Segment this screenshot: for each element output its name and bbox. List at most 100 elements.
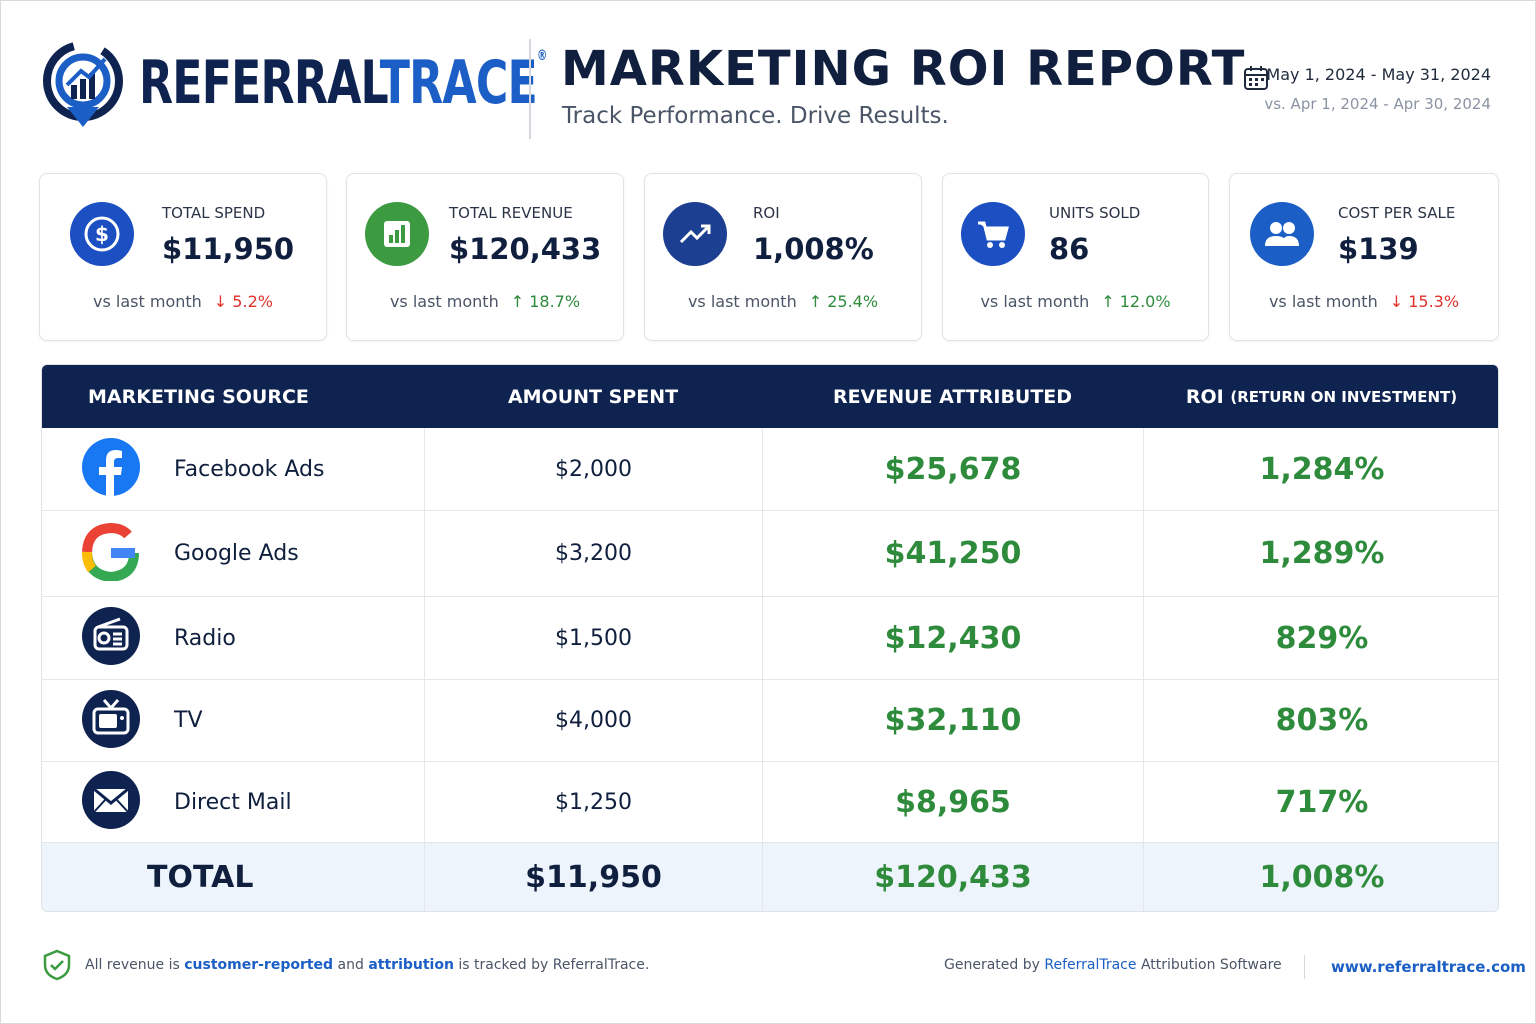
kpi-label: TOTAL SPEND [162, 204, 266, 222]
kpi-value: 1,008% [753, 232, 874, 266]
kpi-change: 12.0% [1119, 292, 1171, 311]
comparison-text: vs last month [687, 292, 797, 311]
kpi-change: 25.4% [827, 292, 879, 311]
kpi-label: TOTAL REVENUE [449, 204, 573, 222]
kpi-value: 86 [1049, 232, 1090, 266]
divider [529, 39, 531, 139]
kpi-comparison: vs last month ↓ 5.2% [40, 292, 326, 311]
source-cell: TV [174, 708, 203, 733]
revenue-cell: $32,110 [762, 680, 1143, 761]
kpi-comparison: vs last month ↑ 25.4% [645, 292, 921, 311]
logo: REFERRALTRACE® [39, 37, 636, 129]
kpi-card: ROI 1,008% vs last month ↑ 25.4% [644, 173, 922, 341]
change-arrow: ↑ [510, 292, 525, 311]
kpi-label: ROI [753, 204, 780, 222]
svg-text:$: $ [95, 222, 109, 246]
table-header: MARKETING SOURCE AMOUNT SPENT REVENUE AT… [42, 365, 1498, 428]
roi-cell: 1,008% [1143, 843, 1498, 911]
revenue-cell: $25,678 [762, 428, 1143, 510]
source-cell: TOTAL [147, 860, 254, 895]
column-header: ROI (RETURN ON INVESTMENT) [1143, 365, 1498, 428]
source-icon [82, 771, 140, 833]
roi-cell: 803% [1143, 680, 1498, 761]
kpi-value: $120,433 [449, 232, 602, 266]
kpi-icon [961, 202, 1025, 266]
column-header: AMOUNT SPENT [507, 385, 679, 408]
kpi-change: 5.2% [232, 292, 273, 311]
logo-text: REFERRALTRACE® [139, 48, 547, 118]
kpi-icon: $ [70, 202, 134, 266]
table-row: TV $4,000 $32,110 803% [42, 680, 1498, 762]
source-cell: Facebook Ads [174, 456, 325, 482]
note-text: and [337, 957, 364, 973]
source-icon [82, 689, 140, 752]
logo-part: TRACE [379, 48, 538, 118]
comparison-text: vs last month [389, 292, 499, 311]
kpi-icon [365, 202, 429, 266]
kpi-icon [1250, 202, 1314, 266]
spent-cell: $11,950 [424, 843, 762, 911]
kpi-change: 15.3% [1408, 292, 1460, 311]
kpi-value: $11,950 [162, 232, 295, 266]
footer-note: All revenue is customer-reported and att… [85, 957, 649, 973]
roi-cell: 1,289% [1143, 511, 1498, 596]
logo-part: REFERRAL [139, 48, 381, 118]
kpi-card: COST PER SALE $139 vs last month ↓ 15.3% [1229, 173, 1499, 341]
source-icon [82, 438, 140, 500]
generated-text: Attribution Software [1140, 957, 1282, 973]
note-highlight: customer-reported [184, 957, 334, 973]
roi-cell: 829% [1143, 597, 1498, 679]
logo-icon [43, 41, 123, 127]
table-row: Google Ads $3,200 $41,250 1,289% [42, 511, 1498, 597]
total-row: TOTAL $11,950 $120,433 1,008% [42, 843, 1498, 911]
kpi-label: UNITS SOLD [1049, 204, 1141, 222]
spent-cell: $4,000 [424, 680, 762, 761]
calendar-icon [1244, 66, 1268, 90]
roi-table: MARKETING SOURCE AMOUNT SPENT REVENUE AT… [41, 364, 1499, 912]
kpi-comparison: vs last month ↑ 18.7% [347, 292, 623, 311]
shield-icon [43, 949, 71, 981]
kpi-value: $139 [1338, 232, 1419, 266]
registered-mark: ® [536, 48, 547, 64]
generated-brand: ReferralTrace [1044, 957, 1137, 973]
column-label: ROI [1185, 385, 1224, 408]
kpi-comparison: vs last month ↑ 12.0% [943, 292, 1208, 311]
kpi-change: 18.7% [529, 292, 581, 311]
report-title: MARKETING ROI REPORT [561, 41, 1246, 97]
column-note: (RETURN ON INVESTMENT) [1230, 387, 1458, 406]
spent-cell: $2,000 [424, 428, 762, 510]
source-icon [82, 607, 140, 669]
generated-text: Generated by [944, 957, 1040, 973]
revenue-cell: $41,250 [762, 511, 1143, 596]
column-header: MARKETING SOURCE [88, 385, 309, 408]
revenue-cell: $12,430 [762, 597, 1143, 679]
change-arrow: ↑ [808, 292, 823, 311]
report-subtitle: Track Performance. Drive Results. [562, 103, 949, 129]
kpi-label: COST PER SALE [1338, 204, 1456, 222]
roi-cell: 717% [1143, 762, 1498, 842]
change-arrow: ↑ [1101, 292, 1115, 311]
comparison-range: vs. Apr 1, 2024 - Apr 30, 2024 [1264, 95, 1491, 113]
footer-divider [1304, 955, 1305, 979]
revenue-cell: $120,433 [762, 843, 1143, 911]
kpi-card: TOTAL REVENUE $120,433 vs last month ↑ 18… [346, 173, 624, 341]
date-range: May 1, 2024 - May 31, 2024 [1266, 65, 1491, 84]
kpi-comparison: vs last month ↓ 15.3% [1230, 292, 1498, 311]
roi-cell: 1,284% [1143, 428, 1498, 510]
note-text: is tracked by ReferralTrace. [458, 957, 650, 973]
comparison-text: vs last month [980, 292, 1090, 311]
spent-cell: $3,200 [424, 511, 762, 596]
column-header: REVENUE ATTRIBUTED [832, 385, 1073, 408]
change-arrow: ↓ [213, 292, 228, 311]
comparison-text: vs last month [93, 292, 202, 311]
revenue-cell: $8,965 [762, 762, 1143, 842]
change-arrow: ↓ [1389, 292, 1404, 311]
source-cell: Direct Mail [174, 789, 292, 815]
source-icon [82, 522, 140, 585]
generated-by: Generated by ReferralTrace Attribution S… [944, 957, 1282, 973]
table-row: Facebook Ads $2,000 $25,678 1,284% [42, 428, 1498, 511]
source-cell: Radio [174, 625, 236, 651]
website-link[interactable]: www.referraltrace.com [1331, 958, 1526, 976]
